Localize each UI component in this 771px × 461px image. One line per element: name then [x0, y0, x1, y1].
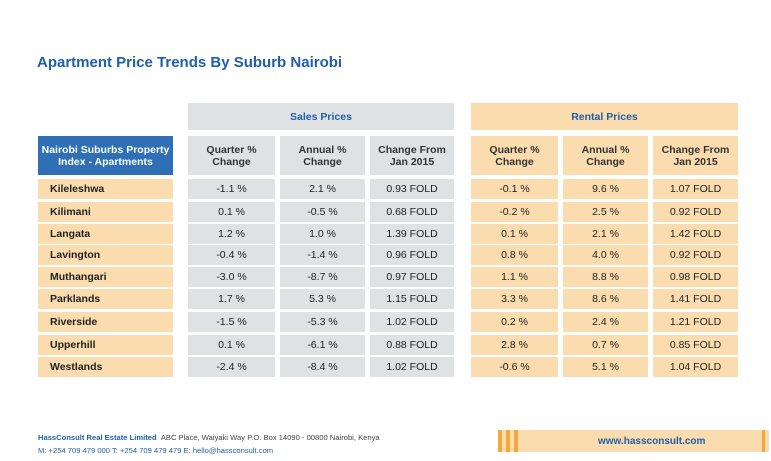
sales-quarter-value: -1.5 %	[188, 312, 275, 332]
suburb-name: Westlands	[38, 357, 173, 377]
sales-change-value: 1.39 FOLD	[370, 224, 454, 244]
rental-annual-value: 8.6 %	[563, 289, 648, 309]
rental-quarter-value: -0.2 %	[471, 202, 558, 222]
sales-annual-value: -5.3 %	[280, 312, 365, 332]
table-row: Westlands -2.4 % -8.4 % 1.02 FOLD -0.6 %…	[0, 357, 771, 377]
table-row: Muthangari -3.0 % -8.7 % 0.97 FOLD 1.1 %…	[0, 267, 771, 287]
sales-change-value: 0.97 FOLD	[370, 267, 454, 287]
suburb-name: Parklands	[38, 289, 173, 309]
decorative-stripe	[514, 430, 518, 452]
sales-change-value: 1.15 FOLD	[370, 289, 454, 309]
rental-annual-value: 9.6 %	[563, 179, 648, 199]
decorative-stripe	[498, 430, 502, 452]
rental-quarter-value: 0.1 %	[471, 224, 558, 244]
rental-change-value: 0.85 FOLD	[653, 335, 738, 355]
sales-annual-value: -8.7 %	[280, 267, 365, 287]
rental-change-value: 1.41 FOLD	[653, 289, 738, 309]
company-address: ABC Place, Waiyaki Way P.O. Box 14090 - …	[160, 433, 380, 442]
rental-annual-value: 2.1 %	[563, 224, 648, 244]
sales-quarter-value: -3.0 %	[188, 267, 275, 287]
sales-quarter-value: 0.1 %	[188, 335, 275, 355]
sales-annual-header: Annual % Change	[280, 136, 365, 175]
rental-annual-value: 8.8 %	[563, 267, 648, 287]
table-row: Langata 1.2 % 1.0 % 1.39 FOLD 0.1 % 2.1 …	[0, 224, 771, 244]
sales-quarter-value: -1.1 %	[188, 179, 275, 199]
sales-change-value: 1.02 FOLD	[370, 357, 454, 377]
rental-annual-value: 2.4 %	[563, 312, 648, 332]
suburb-name: Langata	[38, 224, 173, 244]
suburb-name: Kilimani	[38, 202, 173, 222]
rental-prices-header: Rental Prices	[471, 103, 738, 130]
suburb-name: Kileleshwa	[38, 179, 173, 199]
sales-quarter-value: -0.4 %	[188, 245, 275, 265]
rental-annual-value: 0.7 %	[563, 335, 648, 355]
suburb-name: Upperhill	[38, 335, 173, 355]
table-row: Kileleshwa -1.1 % 2.1 % 0.93 FOLD -0.1 %…	[0, 179, 771, 199]
rental-change-value: 0.92 FOLD	[653, 245, 738, 265]
rental-quarter-value: -0.1 %	[471, 179, 558, 199]
sales-quarter-value: 1.7 %	[188, 289, 275, 309]
rental-change-value: 1.21 FOLD	[653, 312, 738, 332]
decorative-stripe	[506, 430, 510, 452]
sales-change-value: 0.68 FOLD	[370, 202, 454, 222]
rental-annual-value: 2.5 %	[563, 202, 648, 222]
rental-change-value: 0.98 FOLD	[653, 267, 738, 287]
table-row: Kilimani 0.1 % -0.5 % 0.68 FOLD -0.2 % 2…	[0, 202, 771, 222]
sales-annual-value: 2.1 %	[280, 179, 365, 199]
footer-contact: M: +254 709 479 000 T: +254 709 479 479 …	[38, 446, 274, 455]
table-row: Upperhill 0.1 % -6.1 % 0.88 FOLD 2.8 % 0…	[0, 335, 771, 355]
rental-change-value: 0.92 FOLD	[653, 202, 738, 222]
company-name: HassConsult Real Estate Limited	[38, 433, 157, 442]
sales-change-value: 0.93 FOLD	[370, 179, 454, 199]
rental-change-value: 1.07 FOLD	[653, 179, 738, 199]
rental-quarter-header: Quarter % Change	[471, 136, 558, 175]
rental-quarter-value: 0.8 %	[471, 245, 558, 265]
sales-change-header: Change From Jan 2015	[370, 136, 454, 175]
rental-change-header: Change From Jan 2015	[653, 136, 738, 175]
sales-annual-value: -1.4 %	[280, 245, 365, 265]
decorative-stripe	[762, 430, 765, 452]
rental-annual-value: 5.1 %	[563, 357, 648, 377]
sales-change-value: 0.88 FOLD	[370, 335, 454, 355]
rental-annual-header: Annual % Change	[563, 136, 648, 175]
sales-quarter-value: 0.1 %	[188, 202, 275, 222]
index-label: Nairobi Suburbs Property Index - Apartme…	[38, 136, 173, 175]
sales-annual-value: -0.5 %	[280, 202, 365, 222]
page-title: Apartment Price Trends By Suburb Nairobi	[37, 54, 343, 71]
suburb-name: Lavington	[38, 245, 173, 265]
sales-quarter-value: -2.4 %	[188, 357, 275, 377]
suburb-name: Riverside	[38, 312, 173, 332]
rental-quarter-value: 2.8 %	[471, 335, 558, 355]
sales-change-value: 0.96 FOLD	[370, 245, 454, 265]
rental-quarter-value: 0.2 %	[471, 312, 558, 332]
website-link[interactable]: www.hassconsult.com	[598, 435, 706, 447]
sales-quarter-value: 1.2 %	[188, 224, 275, 244]
table-row: Lavington -0.4 % -1.4 % 0.96 FOLD 0.8 % …	[0, 245, 771, 265]
sales-annual-value: -8.4 %	[280, 357, 365, 377]
sales-change-value: 1.02 FOLD	[370, 312, 454, 332]
sales-annual-value: -6.1 %	[280, 335, 365, 355]
rental-quarter-value: 3.3 %	[471, 289, 558, 309]
table-row: Riverside -1.5 % -5.3 % 1.02 FOLD 0.2 % …	[0, 312, 771, 332]
rental-annual-value: 4.0 %	[563, 245, 648, 265]
sales-annual-value: 5.3 %	[280, 289, 365, 309]
website-bar: www.hassconsult.com	[498, 430, 769, 452]
rental-change-value: 1.42 FOLD	[653, 224, 738, 244]
sales-prices-header: Sales Prices	[188, 103, 454, 130]
rental-quarter-value: 1.1 %	[471, 267, 558, 287]
sales-annual-value: 1.0 %	[280, 224, 365, 244]
table-row: Parklands 1.7 % 5.3 % 1.15 FOLD 3.3 % 8.…	[0, 289, 771, 309]
rental-quarter-value: -0.6 %	[471, 357, 558, 377]
suburb-name: Muthangari	[38, 267, 173, 287]
rental-change-value: 1.04 FOLD	[653, 357, 738, 377]
sales-quarter-header: Quarter % Change	[188, 136, 275, 175]
footer-company: HassConsult Real Estate Limited ABC Plac…	[38, 433, 380, 442]
